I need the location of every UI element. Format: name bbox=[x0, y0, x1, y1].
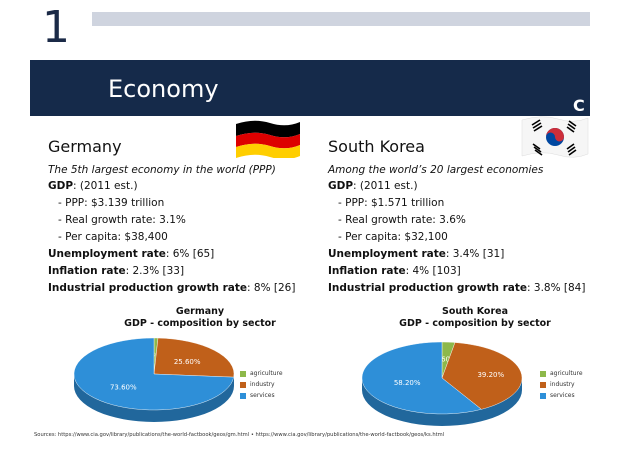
legend-swatch bbox=[240, 392, 246, 399]
slide-title: Economy bbox=[108, 75, 219, 103]
pie-label-industry: 25.60% bbox=[174, 358, 201, 366]
germany-tagline: The 5th largest economy in the world (PP… bbox=[48, 164, 276, 176]
korea-chart-title: South Korea bbox=[441, 306, 508, 317]
accent-strip bbox=[92, 12, 590, 26]
legend-swatch bbox=[540, 381, 546, 388]
pie-slice-industry bbox=[153, 337, 235, 378]
industrial-label: Industrial production growth rate bbox=[48, 282, 248, 294]
legend-label: agriculture bbox=[550, 370, 583, 377]
germany-chart-title-block: Germany GDP - composition by sector bbox=[90, 306, 310, 330]
korea-heading: South Korea bbox=[328, 137, 425, 156]
legend-item-industry: industry bbox=[240, 379, 283, 390]
korea-legend: agriculture industry services bbox=[540, 368, 583, 401]
gdp-label: GDP bbox=[48, 180, 74, 192]
germany-gdp-line: GDP: (2011 est.) bbox=[48, 178, 318, 195]
gdp-label: GDP bbox=[328, 180, 354, 192]
legend-label: industry bbox=[550, 381, 575, 388]
legend-swatch bbox=[540, 392, 546, 399]
unemployment-label: Unemployment rate bbox=[328, 248, 446, 260]
korea-inflation: Inflation rate: 4% [103] bbox=[328, 263, 598, 280]
legend-item-services: services bbox=[240, 390, 283, 401]
gdp-suffix: : (2011 est.) bbox=[73, 180, 138, 192]
inflation-value: : 2.3% [33] bbox=[125, 265, 185, 277]
corner-letter: C bbox=[573, 96, 585, 115]
germany-heading: Germany bbox=[48, 137, 122, 156]
legend-swatch bbox=[240, 381, 246, 388]
south-korea-flag-icon bbox=[521, 116, 589, 158]
korea-gdp-line: GDP: (2011 est.) bbox=[328, 178, 598, 195]
sources-footnote: Sources: https://www.cia.gov/library/pub… bbox=[34, 432, 445, 438]
pie-label-services: 73.60% bbox=[110, 384, 137, 392]
korea-unemployment: Unemployment rate: 3.4% [31] bbox=[328, 246, 598, 263]
korea-tagline: Among the world’s 20 largest economies bbox=[328, 164, 544, 176]
inflation-label: Inflation rate bbox=[48, 265, 126, 277]
germany-per-capita: - Per capita: $38,400 bbox=[58, 231, 168, 243]
unemployment-label: Unemployment rate bbox=[48, 248, 166, 260]
pie-label-agriculture: 0.80% bbox=[144, 351, 167, 359]
germany-ppp: - PPP: $3.139 trillion bbox=[58, 197, 165, 209]
korea-industrial: Industrial production growth rate: 3.8% … bbox=[328, 280, 598, 297]
industrial-value: : 3.8% [84] bbox=[527, 282, 586, 294]
germany-chart-subtitle: GDP - composition by sector bbox=[124, 318, 276, 329]
pie-depth bbox=[74, 374, 234, 422]
korea-chart-subtitle: GDP - composition by sector bbox=[399, 318, 551, 329]
unemployment-value: : 6% [65] bbox=[165, 248, 215, 260]
pie-label-services: 58.20% bbox=[394, 379, 421, 387]
germany-column: Germany The 5th largest economy in the w… bbox=[48, 136, 318, 297]
legend-item-agriculture: agriculture bbox=[240, 368, 283, 379]
korea-growth: - Real growth rate: 3.6% bbox=[338, 214, 466, 226]
legend-label: services bbox=[250, 392, 275, 399]
legend-item-industry: industry bbox=[540, 379, 583, 390]
legend-item-services: services bbox=[540, 390, 583, 401]
germany-pie-chart: 0.80% 25.60% 73.60% bbox=[73, 337, 235, 422]
slide-number: 1 bbox=[42, 2, 70, 53]
korea-chart-title-block: South Korea GDP - composition by sector bbox=[365, 306, 585, 330]
legend-swatch bbox=[540, 370, 546, 377]
korea-pie-chart: 2.60% 39.20% 58.20% bbox=[361, 341, 523, 426]
pie-slice-industry bbox=[441, 342, 523, 410]
legend-swatch bbox=[240, 370, 246, 377]
legend-label: industry bbox=[250, 381, 275, 388]
germany-legend: agriculture industry services bbox=[240, 368, 283, 401]
industrial-value: : 8% [26] bbox=[247, 282, 296, 294]
korea-ppp: - PPP: $1.571 trillion bbox=[338, 197, 445, 209]
pie-depth bbox=[362, 378, 522, 426]
pie-label-agriculture: 2.60% bbox=[434, 355, 457, 363]
pie-slice-services bbox=[73, 337, 234, 411]
legend-label: services bbox=[550, 392, 575, 399]
korea-per-capita: - Per capita: $32,100 bbox=[338, 231, 448, 243]
title-bar bbox=[30, 60, 590, 116]
germany-industrial: Industrial production growth rate: 8% [2… bbox=[48, 280, 318, 297]
gdp-suffix: : (2011 est.) bbox=[353, 180, 418, 192]
inflation-label: Inflation rate bbox=[328, 265, 406, 277]
unemployment-value: : 3.4% [31] bbox=[445, 248, 505, 260]
germany-unemployment: Unemployment rate: 6% [65] bbox=[48, 246, 318, 263]
korea-column: South Korea Among the world’s 20 largest… bbox=[328, 136, 598, 297]
inflation-value: : 4% [103] bbox=[405, 265, 461, 277]
germany-flag-icon bbox=[236, 120, 300, 158]
industrial-label: Industrial production growth rate bbox=[328, 282, 528, 294]
germany-chart-title: Germany bbox=[175, 306, 225, 317]
legend-item-agriculture: agriculture bbox=[540, 368, 583, 379]
pie-slice-services bbox=[361, 341, 482, 415]
germany-growth: - Real growth rate: 3.1% bbox=[58, 214, 186, 226]
germany-inflation: Inflation rate: 2.3% [33] bbox=[48, 263, 318, 280]
pie-label-industry: 39.20% bbox=[477, 371, 504, 379]
legend-label: agriculture bbox=[250, 370, 283, 377]
